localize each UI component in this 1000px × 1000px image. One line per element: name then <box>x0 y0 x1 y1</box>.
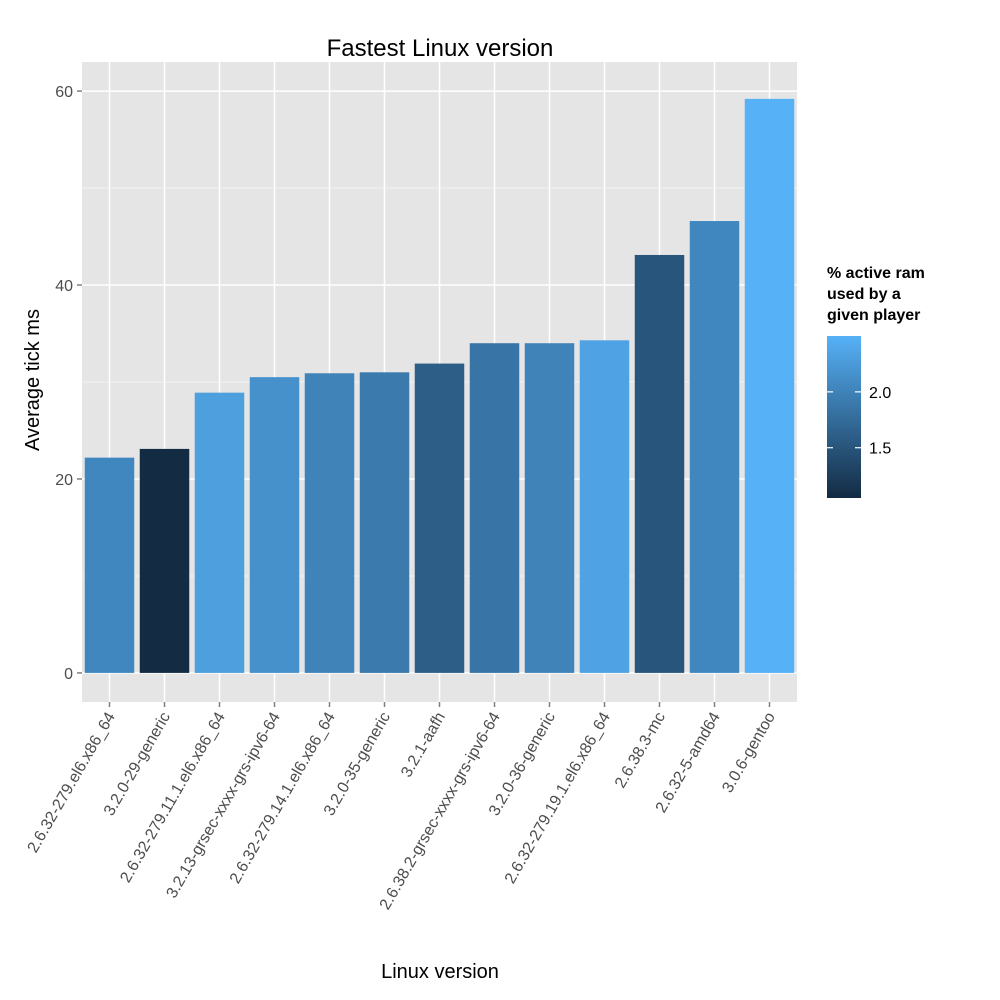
legend-ticks: 1.5 2.0 <box>827 385 891 458</box>
x-tick-label: 2.6.32-279.el6.x86_64 <box>25 709 119 855</box>
legend-tick-label: 2.0 <box>869 385 891 402</box>
x-tick-label: 3.2.13-grsec-xxxx-grs-ipv6-64 <box>163 709 284 901</box>
bars <box>84 98 795 673</box>
y-tick-label: 60 <box>55 84 73 101</box>
bar <box>414 363 465 673</box>
legend-title: % active ram used by a given player <box>827 265 925 324</box>
legend-tick-label: 1.5 <box>869 441 891 458</box>
x-axis-title: Linux version <box>381 961 499 983</box>
y-tick-label: 0 <box>64 666 73 683</box>
y-axis: 0 20 40 60 <box>55 84 82 683</box>
x-tick-label: 2.6.32-279.19.1.el6.x86_64 <box>502 709 614 886</box>
bar <box>194 392 245 673</box>
y-tick-label: 20 <box>55 472 73 489</box>
bar <box>524 343 575 673</box>
bar <box>579 340 630 673</box>
x-tick-label: 2.6.38.2-grsec-xxxx-grs-ipv6-64 <box>377 709 504 912</box>
legend: % active ram used by a given player 1.5 2.0 <box>827 265 925 498</box>
y-tick-label: 40 <box>55 278 73 295</box>
bar <box>84 457 135 673</box>
bar <box>304 373 355 673</box>
x-tick-label: 2.6.32-279.14.1.el6.x86_64 <box>227 709 339 886</box>
x-tick-label: 3.0.6-gentoo <box>719 709 779 795</box>
bar <box>634 254 685 673</box>
bar <box>469 343 520 673</box>
bar <box>249 377 300 673</box>
bar <box>359 372 410 673</box>
x-axis: 2.6.32-279.el6.x86_643.2.0-29-generic2.6… <box>25 702 779 913</box>
bar <box>139 448 190 673</box>
chart-title: Fastest Linux version <box>327 35 554 62</box>
bar <box>689 221 740 673</box>
x-tick-label: 2.6.32-279.11.1.el6.x86_64 <box>117 709 229 885</box>
x-tick-label: 2.6.38.3-mc <box>612 710 669 792</box>
y-axis-title: Average tick ms <box>22 309 44 451</box>
x-tick-label: 3.2.1-aafh <box>398 710 449 781</box>
legend-colorbar <box>827 336 861 498</box>
bar <box>744 98 795 673</box>
